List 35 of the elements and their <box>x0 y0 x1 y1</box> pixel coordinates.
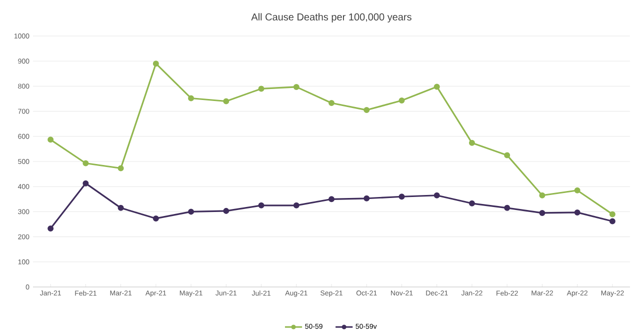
point <box>364 195 370 202</box>
point <box>48 136 54 143</box>
point <box>398 97 405 104</box>
point <box>398 194 405 200</box>
point <box>118 204 124 211</box>
point <box>434 84 440 90</box>
point <box>364 106 370 113</box>
point <box>468 200 475 206</box>
point <box>504 152 510 158</box>
point <box>293 202 300 208</box>
point <box>118 165 124 172</box>
point <box>574 209 580 216</box>
point <box>504 204 510 211</box>
point <box>223 208 230 214</box>
point <box>434 192 440 198</box>
point <box>223 98 230 104</box>
point <box>188 208 194 215</box>
point <box>188 95 194 102</box>
point <box>293 84 300 90</box>
point <box>258 202 264 208</box>
point <box>539 192 546 198</box>
point <box>152 215 159 222</box>
point <box>82 180 89 186</box>
point <box>152 60 159 67</box>
point <box>609 218 616 224</box>
point <box>328 100 335 106</box>
point <box>328 196 335 202</box>
chart-title: All Cause Deaths per 100,000 years <box>251 13 412 22</box>
point <box>48 225 54 232</box>
point <box>539 210 546 216</box>
point <box>468 140 475 146</box>
point <box>609 211 616 218</box>
point <box>574 187 580 194</box>
point <box>82 160 89 166</box>
point <box>258 86 264 92</box>
